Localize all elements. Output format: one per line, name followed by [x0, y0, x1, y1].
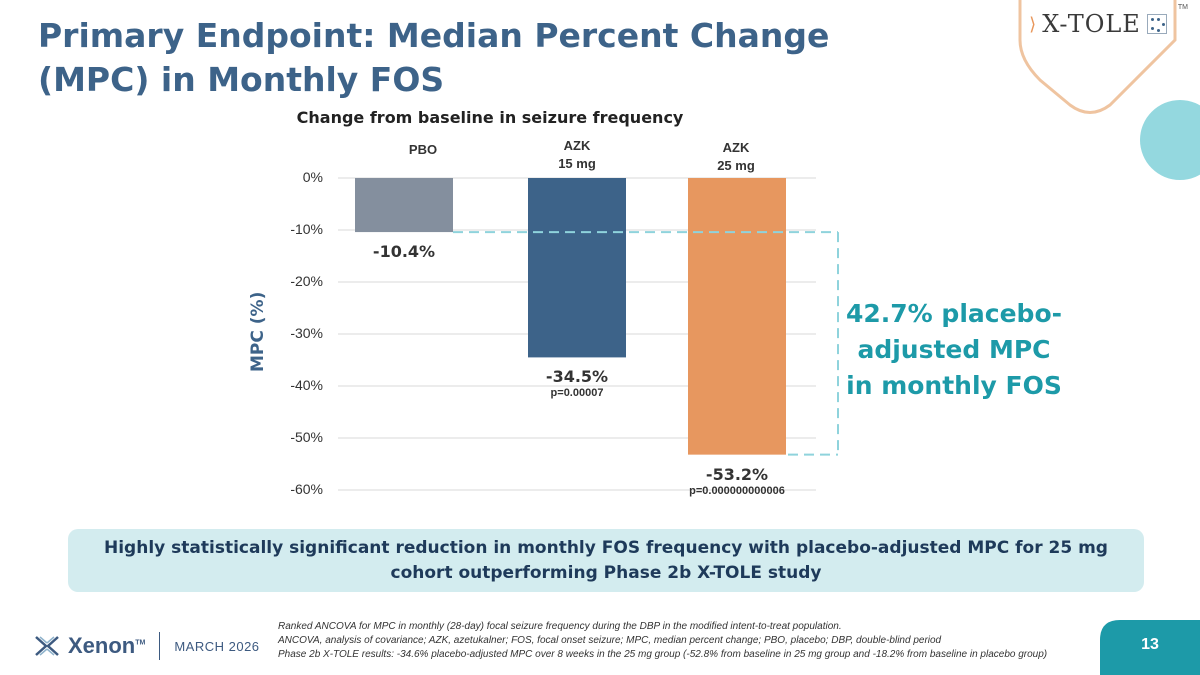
p-value-azk-15mg: p=0.00007	[550, 387, 604, 400]
summary-banner: Highly statistically significant reducti…	[68, 529, 1144, 592]
y-tick-label: 0%	[302, 169, 323, 185]
bar-azk-15mg	[528, 178, 626, 358]
footnotes: Ranked ANCOVA for MPC in monthly (28-day…	[278, 620, 1078, 662]
y-tick-label: -40%	[290, 377, 323, 393]
branding-divider	[159, 632, 161, 660]
placebo-adjusted-callout: 42.7% placebo-adjusted MPC in monthly FO…	[846, 299, 1062, 400]
y-tick-label: -20%	[290, 273, 323, 289]
y-tick-label: -10%	[290, 221, 323, 237]
xenon-x-icon	[35, 636, 59, 656]
bar-azk-25mg	[688, 178, 786, 455]
chart-title: Change from baseline in seizure frequenc…	[296, 108, 684, 127]
p-value-azk-25mg: p=0.000000000006	[689, 484, 785, 497]
decorative-shapes	[1018, 0, 1200, 180]
presentation-date: MARCH 2026	[174, 638, 260, 654]
xtole-logo: ⟩ X-TOLE TM	[1018, 2, 1188, 46]
category-label-azk-25mg: AZK 25 mg	[717, 140, 755, 173]
logo-trademark: TM	[1177, 4, 1188, 11]
data-label-azk-15mg: -34.5%	[545, 367, 609, 387]
page-number-shape	[1100, 620, 1200, 675]
page-number: 13	[1141, 636, 1159, 653]
data-label-azk-25mg: -53.2%	[705, 464, 769, 484]
footnote: Phase 2b X-TOLE results: -34.6% placebo-…	[278, 649, 1048, 660]
bar-pbo	[355, 178, 453, 233]
data-label-pbo: -10.4%	[372, 242, 436, 262]
decorative-circle	[1140, 100, 1200, 180]
footnote: Ranked ANCOVA for MPC in monthly (28-day…	[278, 621, 842, 632]
y-tick-label: -50%	[290, 429, 323, 445]
category-label-azk-15mg: AZK 15 mg	[558, 138, 596, 171]
logo-dots-icon	[1146, 14, 1167, 34]
category-label-pbo: PBO	[408, 142, 438, 157]
xenon-branding: XenonTM MARCH 2026	[34, 632, 260, 660]
footnote: ANCOVA, analysis of covariance; AZK, aze…	[278, 635, 942, 646]
company-name: XenonTM	[68, 633, 146, 658]
logo-chevron-icon: ⟩	[1029, 13, 1037, 34]
page-number-badge: 13	[1100, 620, 1200, 675]
y-tick-label: -30%	[290, 325, 323, 341]
logo-text: X-TOLE	[1042, 10, 1141, 38]
slide-title: Primary Endpoint: Median Percent Change …	[38, 16, 830, 99]
y-tick-label: -60%	[290, 481, 323, 497]
